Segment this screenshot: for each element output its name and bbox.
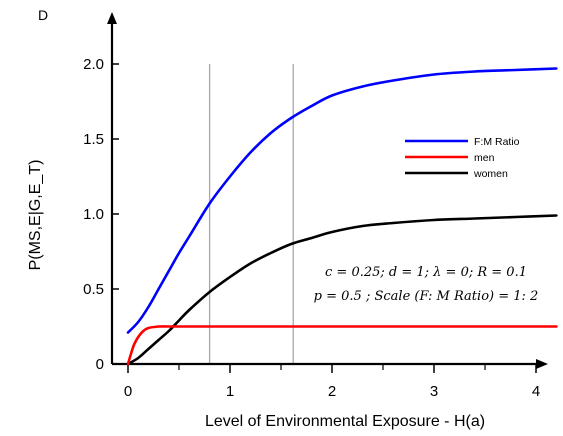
panel-label: D bbox=[38, 7, 48, 23]
y-tick-label-3: 1.5 bbox=[83, 131, 104, 148]
x-axis-arrowhead bbox=[536, 359, 548, 369]
y-tick-label-4: 2.0 bbox=[83, 56, 104, 73]
series-line-women bbox=[126, 214, 558, 366]
y-tick-label-2: 1.0 bbox=[83, 206, 104, 223]
axes bbox=[107, 12, 548, 369]
x-tick-label-1: 1 bbox=[226, 383, 234, 400]
x-axis-ticks: 0 1 2 3 4 bbox=[124, 364, 540, 400]
y-axis-arrowhead bbox=[107, 12, 117, 24]
legend: F:M Ratio men women bbox=[405, 136, 520, 180]
series-lines bbox=[126, 67, 558, 366]
legend-label-men: men bbox=[474, 152, 495, 164]
x-tick-label-4: 4 bbox=[532, 383, 540, 400]
series-line-men bbox=[126, 325, 558, 366]
x-tick-label-0: 0 bbox=[124, 383, 132, 400]
x-axis-label: Level of Environmental Exposure - H(a) bbox=[205, 413, 485, 430]
x-tick-label-2: 2 bbox=[328, 383, 336, 400]
x-tick-label-3: 3 bbox=[430, 383, 438, 400]
annotation-parameters-2: p = 0.5 ; Scale (F: M Ratio) = 1: 2 bbox=[314, 289, 539, 304]
vertical-reference-lines bbox=[208, 64, 294, 364]
series-line-f-m-ratio bbox=[126, 67, 558, 334]
y-tick-label-1: 0.5 bbox=[83, 281, 104, 298]
y-axis-label: P(MS,E|G,E_T) bbox=[27, 160, 44, 271]
y-axis-ticks: 0 0.5 1.0 1.5 2.0 bbox=[83, 56, 119, 373]
annotation-parameters-1: c = 0.25; d = 1; λ = 0; R = 0.1 bbox=[325, 265, 527, 280]
y-tick-label-0: 0 bbox=[96, 356, 104, 373]
legend-label-women: women bbox=[473, 168, 508, 180]
legend-label-f-m-ratio: F:M Ratio bbox=[474, 136, 520, 148]
